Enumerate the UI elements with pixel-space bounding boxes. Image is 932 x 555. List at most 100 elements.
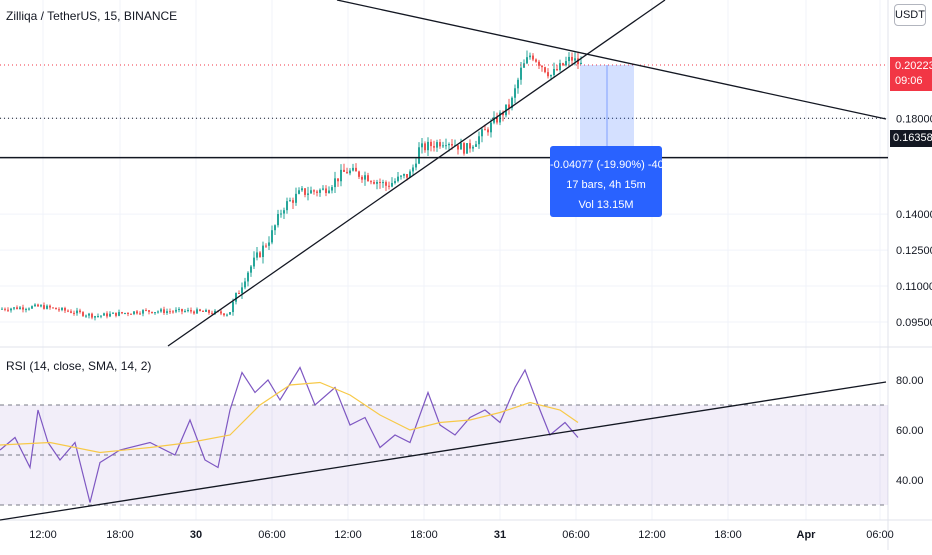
measure-volume: Vol 13.15M [578,199,634,211]
candle-body [205,310,207,312]
candle-body [160,309,162,312]
candle-body [337,178,339,182]
time-axis-label: Apr [797,529,817,541]
candle-body [487,129,489,133]
candle-body [358,171,360,177]
candle-body [109,313,111,317]
last-price-value: 0.20223 [895,60,932,72]
candle-body [292,200,294,203]
candle-body [91,313,93,318]
candle-body [448,143,450,146]
time-axis-label: 31 [494,529,506,541]
candle-body [445,145,447,147]
candle-body [286,201,288,211]
candle-body [520,67,522,80]
candle-body [262,245,264,258]
candle-body [37,304,39,307]
measure-tooltip: -0.04077 (-19.90%) -4077 17 bars, 4h 15m… [550,146,676,217]
candle-body [559,63,561,71]
symbol-title: Zilliqa / TetherUS, 15, BINANCE [6,9,178,23]
candle-body [310,190,312,194]
candle-body [400,175,402,177]
candle-body [553,68,555,76]
candle-body [580,62,582,65]
candle-body [202,310,204,312]
candle-body [148,310,150,312]
candle-body [199,309,201,311]
candle-body [103,313,105,316]
candle-body [394,181,396,183]
measure-change: -0.04077 (-19.90%) -4077 [550,159,676,171]
candle-body [16,307,18,310]
price-axis-label: 0.09500 [896,317,932,329]
candle-body [499,112,501,123]
candle-body [106,313,108,317]
candle-body [127,312,129,314]
time-axis-label: 30 [190,529,202,541]
candle-body [193,311,195,314]
last-price-tag: 0.20223 09:06 [890,57,932,91]
bar-countdown: 09:06 [895,75,923,87]
candle-body [439,142,441,147]
candle-body [244,281,246,288]
rsi-axis-label: 40.00 [896,475,924,487]
time-axis-label: 06:00 [258,529,286,541]
candle-body [349,170,351,174]
currency-button[interactable]: USDT [894,4,926,26]
candle-body [271,230,273,243]
candle-body [97,315,99,317]
candle-body [223,313,225,316]
candle-body [355,167,357,172]
candle-body [304,188,306,195]
time-axis-label: 06:00 [562,529,590,541]
candle-body [457,145,459,150]
candle-body [343,169,345,172]
candle-body [325,188,327,194]
candle-body [253,257,255,267]
candle-body [424,143,426,151]
candle-body [169,311,171,313]
candle-body [319,189,321,193]
candle-body [427,141,429,151]
time-axis-label: 18:00 [106,529,134,541]
rsi-trendline [0,381,887,521]
candle-body [130,313,132,315]
candle-body [367,175,369,182]
candle-body [58,309,60,311]
candle-body [322,188,324,190]
price-axis-label: 0.12500 [896,245,932,257]
candle-body [307,193,309,195]
candle-body [517,79,519,89]
price-axis-label: 0.11000 [896,281,932,293]
candle-body [196,309,198,314]
candle-body [442,145,444,147]
candle-body [301,188,303,191]
candle-body [508,104,510,109]
rsi-axis-label: 60.00 [896,425,924,437]
candle-body [331,187,333,191]
candle-body [385,182,387,186]
candle-body [421,143,423,148]
candle-body [226,314,228,316]
candle-body [133,311,135,314]
candle-body [85,315,87,317]
candle-body [313,190,315,192]
candle-body [316,191,318,193]
candle-body [115,312,117,316]
candle-body [298,190,300,194]
candle-body [415,163,417,168]
candle-body [541,65,543,68]
candle-body [484,129,486,131]
candle-body [496,117,498,123]
candle-body [220,311,222,314]
candle-body [259,252,261,258]
candle-body [277,213,279,226]
candle-body [172,311,174,313]
descending-trendline [336,0,887,120]
candle-body [154,312,156,314]
time-axis-label: 06:00 [866,529,894,541]
price-axis-label: 0.18000 [896,113,932,125]
candle-body [418,147,420,164]
